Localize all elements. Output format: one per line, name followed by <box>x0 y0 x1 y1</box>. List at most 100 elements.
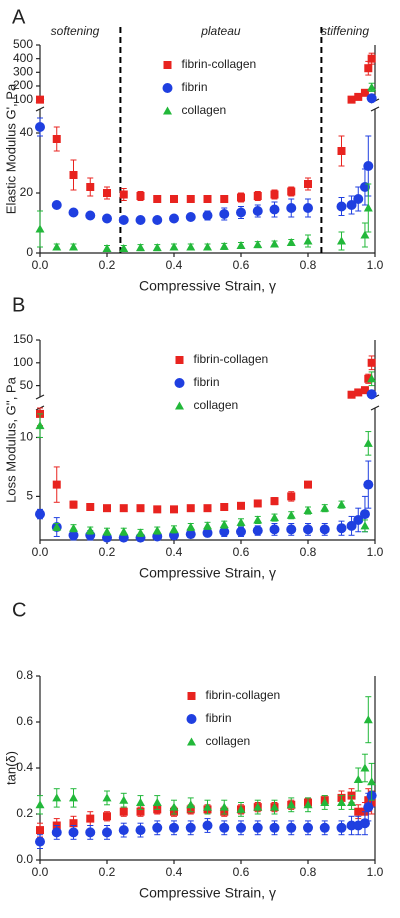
x-tick-label: 0.6 <box>233 258 250 272</box>
marker <box>135 825 146 836</box>
marker <box>203 802 212 811</box>
marker <box>203 504 212 513</box>
marker <box>363 438 373 447</box>
marker <box>363 479 374 490</box>
marker <box>119 527 129 536</box>
marker <box>52 522 62 531</box>
x-axis-label: Compressive Strain, γ <box>139 278 276 294</box>
marker <box>102 793 112 802</box>
marker <box>347 95 356 104</box>
axis-break <box>370 405 380 411</box>
marker <box>353 194 364 204</box>
marker <box>203 195 212 203</box>
marker <box>252 206 263 216</box>
marker <box>270 497 279 506</box>
marker <box>219 241 229 250</box>
x-tick-label: 0.4 <box>166 865 183 879</box>
marker <box>286 822 297 833</box>
marker <box>152 215 163 225</box>
marker <box>363 203 373 212</box>
marker <box>35 421 45 430</box>
marker <box>320 798 330 806</box>
y-tick-label: 150 <box>13 332 33 346</box>
marker <box>136 798 145 806</box>
marker <box>152 798 162 806</box>
y-tick-label: 50 <box>20 378 34 392</box>
marker <box>360 88 369 97</box>
y-tick-label: 100 <box>13 92 33 106</box>
marker <box>35 836 45 847</box>
marker <box>203 242 212 251</box>
marker <box>269 204 280 215</box>
legend-label: fibrin-collagen <box>182 57 257 71</box>
marker <box>152 822 163 833</box>
marker <box>119 795 129 804</box>
marker <box>303 524 313 535</box>
legend-label: fibrin-collagen <box>206 688 281 702</box>
marker <box>69 819 78 828</box>
marker <box>363 161 374 171</box>
marker <box>269 822 280 833</box>
marker <box>367 777 377 786</box>
y-tick-label: 40 <box>20 125 34 139</box>
marker <box>219 520 229 529</box>
axis-break <box>35 106 45 112</box>
marker <box>68 530 79 541</box>
x-tick-label: 1.0 <box>367 258 384 272</box>
marker <box>51 827 62 838</box>
marker <box>354 388 363 397</box>
x-tick-label: 0.6 <box>233 865 250 879</box>
legend-label: collagen <box>194 398 239 412</box>
marker <box>69 242 78 251</box>
marker <box>153 505 162 514</box>
marker <box>169 242 179 251</box>
legend-marker <box>187 737 196 746</box>
region-label: stiffening <box>321 24 369 38</box>
x-axis-label: Compressive Strain, γ <box>139 565 276 581</box>
legend-marker <box>163 61 172 69</box>
marker <box>202 527 213 538</box>
marker <box>186 504 195 513</box>
marker <box>153 195 162 203</box>
y-axis-label: Loss Modulus, G'', Pa <box>3 376 18 502</box>
marker <box>353 514 364 525</box>
marker <box>337 147 346 155</box>
marker <box>286 524 297 535</box>
marker <box>303 236 313 245</box>
marker <box>253 515 263 524</box>
marker <box>367 82 377 91</box>
y-tick-label: 0.4 <box>16 760 33 774</box>
x-tick-label: 0.8 <box>300 258 317 272</box>
marker <box>287 492 296 501</box>
axis-break <box>370 106 380 112</box>
marker <box>169 822 179 833</box>
marker <box>303 203 313 213</box>
marker <box>303 800 313 809</box>
y-tick-label: 100 <box>13 355 33 369</box>
legend-marker <box>186 714 197 724</box>
marker <box>364 374 373 383</box>
marker <box>336 523 347 534</box>
marker <box>119 504 128 513</box>
marker <box>287 187 296 196</box>
x-tick-label: 0.0 <box>32 545 49 559</box>
y-tick-label: 0 <box>26 245 33 259</box>
marker <box>203 521 212 530</box>
marker <box>360 521 370 530</box>
legend-label: fibrin <box>206 711 232 725</box>
marker <box>360 386 369 395</box>
region-label: softening <box>51 24 100 38</box>
marker <box>336 822 347 833</box>
marker <box>286 800 296 809</box>
y-tick-label: 5 <box>26 489 33 503</box>
marker <box>320 503 330 512</box>
marker <box>253 802 263 811</box>
marker <box>51 200 62 210</box>
marker <box>135 215 146 225</box>
marker <box>237 501 245 510</box>
x-tick-label: 1.0 <box>367 865 384 879</box>
marker <box>136 243 145 252</box>
marker <box>102 827 112 838</box>
marker <box>35 122 45 132</box>
y-tick-label: 10 <box>20 430 34 444</box>
